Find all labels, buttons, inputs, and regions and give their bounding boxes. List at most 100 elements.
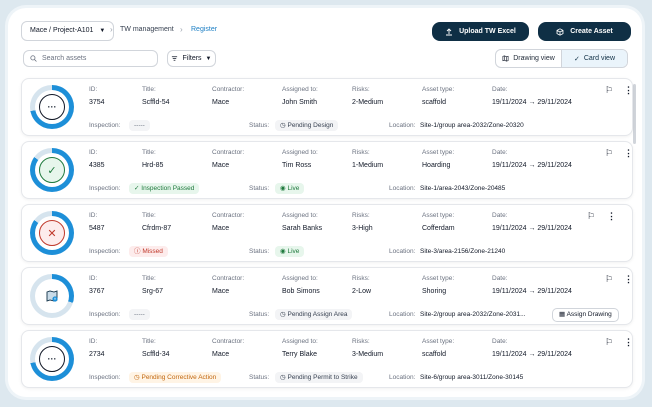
filters-button[interactable]: Filters ▼ [167, 50, 216, 67]
map-pin-icon [39, 283, 65, 309]
flag-icon[interactable]: ⚐ [605, 148, 614, 158]
drawing-view-label: Drawing view [513, 55, 555, 62]
asset-contractor: Mace [212, 225, 230, 232]
breadcrumb-register[interactable]: Register [191, 26, 218, 33]
asset-card[interactable]: ✓ ID: 4385 Title: Hrd-85 Contractor: Mac… [21, 141, 633, 199]
progress-ring: ··· [30, 337, 74, 381]
asset-assigned: Tim Ross [282, 162, 312, 169]
asset-contractor: Mace [212, 99, 230, 106]
check-icon: ✓ [574, 55, 580, 63]
asset-date: 19/11/2024 → 29/11/2024 [492, 225, 572, 232]
more-status-icon: ··· [39, 346, 65, 372]
status-label: Status: [249, 374, 270, 381]
breadcrumb-tw-management[interactable]: TW management [120, 26, 174, 33]
contractor-label: Contractor: [212, 275, 245, 282]
assign-drawing-button[interactable]: ▦ Assign Drawing [552, 308, 619, 322]
search-input[interactable]: Search assets [23, 50, 158, 67]
create-asset-button[interactable]: Create Asset [538, 22, 631, 41]
card-view-tab[interactable]: ✓ Card view [561, 50, 627, 67]
flag-icon[interactable]: ⚐ [605, 274, 614, 284]
flag-icon[interactable]: ⚐ [587, 211, 596, 221]
status-badge: ◉ Live [275, 246, 305, 257]
asset-type-label: Asset type: [422, 338, 455, 345]
asset-type-label: Asset type: [422, 212, 455, 219]
app-window: Mace / Project-A101 ▼ › TW management › … [8, 8, 642, 397]
title-label: Title: [142, 86, 156, 93]
asset-title: Cfrdm-87 [142, 225, 172, 232]
more-options-icon[interactable]: ⋮ [624, 85, 633, 95]
view-toggle: Drawing view ✓ Card view [495, 49, 628, 68]
asset-contractor: Mace [212, 288, 230, 295]
asset-location: Site-6/group area-3011/Zone-30145 [420, 374, 524, 381]
location-label: Location: [389, 122, 416, 129]
drawing-view-tab[interactable]: Drawing view [496, 50, 561, 67]
asset-card[interactable]: ID: 3767 Title: Srg-67 Contractor: Mace … [21, 267, 633, 325]
title-label: Title: [142, 149, 156, 156]
location-label: Location: [389, 311, 416, 318]
asset-title: Scffld-54 [142, 99, 170, 106]
inspection-label: Inspection: [89, 311, 121, 318]
upload-tw-excel-button[interactable]: Upload TW Excel [432, 22, 529, 41]
risks-label: Risks: [352, 86, 370, 93]
status-badge: ◷ Pending Assign Area [275, 309, 353, 320]
more-options-icon[interactable]: ⋮ [624, 274, 633, 284]
date-label: Date: [492, 86, 508, 93]
asset-risk: 3-Medium [352, 351, 384, 358]
asset-risk: 2-Low [352, 288, 372, 295]
asset-card[interactable]: ··· ID: 3754 Title: Scffld-54 Contractor… [21, 78, 633, 136]
asset-assigned: Bob Simons [282, 288, 320, 295]
asset-date: 19/11/2024 → 29/11/2024 [492, 351, 572, 358]
more-options-icon[interactable]: ⋮ [624, 337, 633, 347]
asset-card[interactable]: ✕ ID: 5487 Title: Cfrdm-87 Contractor: M… [21, 204, 633, 262]
inspection-label: Inspection: [89, 248, 121, 255]
asset-id: 5487 [89, 225, 105, 232]
create-label: Create Asset [570, 28, 613, 35]
asset-type: scaffold [422, 99, 446, 106]
date-label: Date: [492, 212, 508, 219]
flag-icon[interactable]: ⚐ [605, 337, 614, 347]
asset-type: scaffold [422, 351, 446, 358]
asset-card[interactable]: ··· ID: 2734 Title: Scffld-34 Contractor… [21, 330, 633, 388]
flag-icon[interactable]: ⚐ [605, 85, 614, 95]
risks-label: Risks: [352, 149, 370, 156]
assigned-label: Assigned to: [282, 338, 318, 345]
project-selector[interactable]: Mace / Project-A101 ▼ [21, 21, 115, 41]
scrollbar[interactable] [633, 84, 636, 144]
location-label: Location: [389, 185, 416, 192]
asset-type-label: Asset type: [422, 275, 455, 282]
progress-ring: ✕ [30, 211, 74, 255]
filters-label: Filters [182, 55, 202, 62]
more-options-icon[interactable]: ⋮ [624, 148, 633, 158]
asset-assigned: Sarah Banks [282, 225, 323, 232]
status-label: Status: [249, 248, 270, 255]
asset-type: Hoarding [422, 162, 451, 169]
filter-icon [172, 56, 178, 61]
status-label: Status: [249, 185, 270, 192]
asset-location: Site-3/area-2156/Zone-21240 [420, 248, 506, 255]
asset-id: 4385 [89, 162, 105, 169]
contractor-label: Contractor: [212, 338, 245, 345]
inspection-label: Inspection: [89, 122, 121, 129]
check-circle-icon: ✓ [39, 157, 65, 183]
status-badge: ◉ Live [275, 183, 305, 194]
asset-risk: 2-Medium [352, 99, 384, 106]
title-label: Title: [142, 275, 156, 282]
risks-label: Risks: [352, 212, 370, 219]
id-label: ID: [89, 212, 98, 219]
assigned-label: Assigned to: [282, 86, 318, 93]
risks-label: Risks: [352, 275, 370, 282]
status-badge: ◷ Pending Permit to Strike [275, 372, 363, 383]
progress-ring: ✓ [30, 148, 74, 192]
chevron-right-icon: › [180, 25, 183, 34]
upload-icon [446, 27, 453, 35]
inspection-badge: ◷ Pending Corrective Action [129, 372, 222, 383]
contractor-label: Contractor: [212, 149, 245, 156]
assigned-label: Assigned to: [282, 212, 318, 219]
more-options-icon[interactable]: ⋮ [607, 211, 616, 221]
status-label: Status: [249, 122, 270, 129]
status-badge: ◷ Pending Design [275, 120, 339, 131]
inspection-badge: ⓘ Missed [129, 246, 168, 257]
project-name: Mace / Project-A101 [30, 27, 94, 34]
asset-risk: 3-High [352, 225, 373, 232]
assigned-label: Assigned to: [282, 275, 318, 282]
